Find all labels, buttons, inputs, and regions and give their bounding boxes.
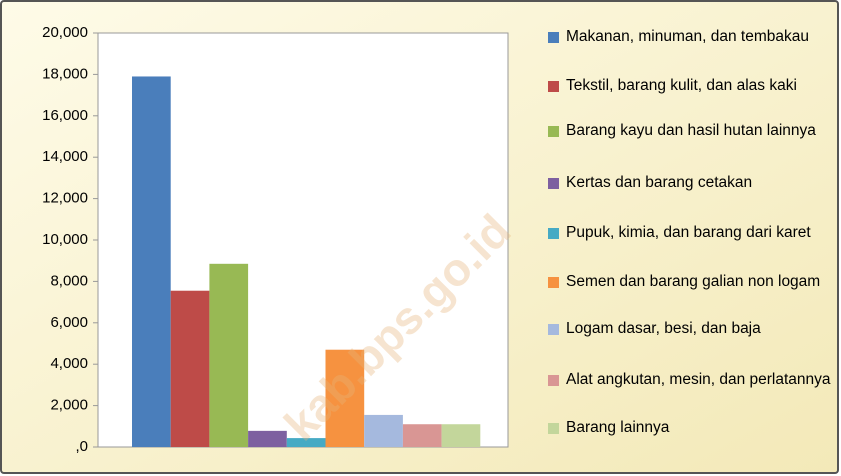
bar [325,349,365,447]
legend-swatch [548,32,559,43]
legend-label: Tekstil, barang kulit, dan alas kaki [566,77,797,94]
y-tick-label: 2,000 [50,397,88,414]
y-tick-label: 8,000 [50,272,88,289]
bar [441,424,481,447]
legend-swatch [548,423,559,434]
legend-entry: Tekstil, barang kulit, dan alas kaki [548,75,836,97]
legend-label: Pupuk, kimia, dan barang dari karet [566,224,811,241]
legend-entry: Alat angkutan, mesin, dan perlatannya [548,369,836,391]
legend-entry: Makanan, minuman, dan tembakau [548,26,836,48]
legend-swatch [548,228,559,239]
legend-entry: Barang kayu dan hasil hutan lainnya [548,120,836,142]
legend-swatch [548,178,559,189]
legend-label: Semen dan barang galian non logam [566,273,821,290]
y-tick-label: 12,000 [42,190,88,207]
y-tick-label: 4,000 [50,355,88,372]
legend-label: Barang kayu dan hasil hutan lainnya [566,122,816,139]
y-tick-label: ,0 [75,438,88,455]
legend-label: Kertas dan barang cetakan [566,174,753,191]
legend-swatch [548,126,559,137]
legend-swatch [548,81,559,92]
legend-label: Makanan, minuman, dan tembakau [566,28,809,45]
legend-entry: Barang lainnya [548,417,836,439]
legend-entry: Pupuk, kimia, dan barang dari karet [548,222,836,244]
y-tick-label: 18,000 [42,65,88,82]
legend-swatch [548,277,559,288]
bar [364,414,403,447]
legend-label: Logam dasar, besi, dan baja [566,320,761,337]
legend-entry: Logam dasar, besi, dan baja [548,318,836,340]
y-tick-label: 16,000 [42,107,88,124]
legend-swatch [548,324,559,335]
y-tick-label: 20,000 [42,24,88,41]
bar [132,76,171,447]
bar [248,430,287,447]
bar [170,290,210,447]
y-tick-label: 6,000 [50,314,88,331]
legend-swatch [548,375,559,386]
bar [209,263,249,447]
legend-entry: Kertas dan barang cetakan [548,172,836,194]
legend-label: Barang lainnya [566,419,670,436]
bar [286,438,326,447]
y-tick-label: 14,000 [42,148,88,165]
legend-label: Alat angkutan, mesin, dan perlatannya [566,371,831,388]
y-tick-label: 10,000 [42,231,88,248]
bar [402,424,442,447]
legend-entry: Semen dan barang galian non logam [548,271,836,293]
